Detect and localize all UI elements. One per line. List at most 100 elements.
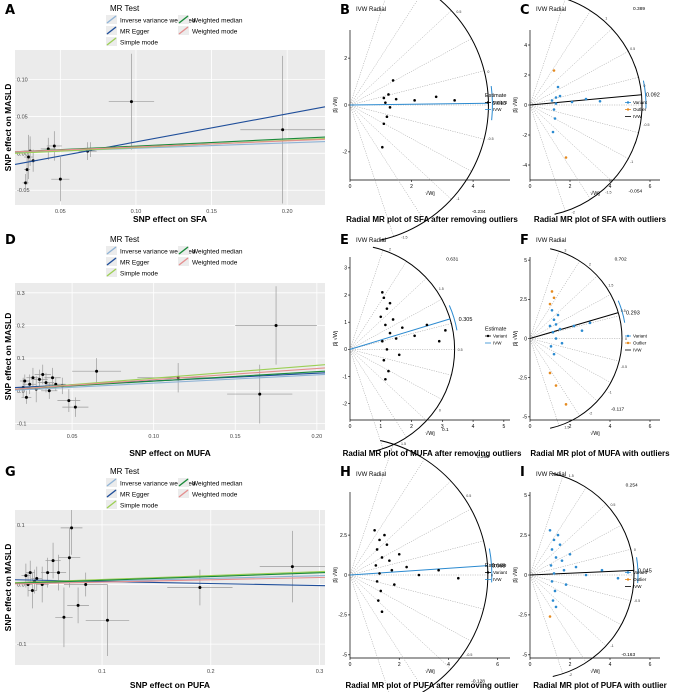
radial-legend-item: IVW <box>485 341 502 346</box>
x-tick-label: 2 <box>569 424 572 430</box>
radial-guide-ray <box>349 540 484 576</box>
x-tick-label: 6 <box>649 184 652 190</box>
point-marker <box>25 168 29 172</box>
data-point <box>63 572 108 597</box>
arc-scale-label: 0.5 <box>610 503 615 507</box>
x-tick-label: 2 <box>398 662 401 668</box>
ivw-estimate-label: 0.013 <box>492 101 506 107</box>
ivw-confidence-arc <box>448 305 458 331</box>
x-tick-label: 6 <box>496 662 499 668</box>
point-marker <box>57 571 61 575</box>
radial-guide-ray <box>349 574 484 610</box>
data-point <box>37 372 55 393</box>
radial-title: IVW Radial <box>536 7 566 13</box>
legend-label: MR Egger <box>120 260 150 267</box>
point-marker <box>105 618 109 622</box>
radial-guide-ray <box>529 338 620 362</box>
x-axis-label: SNP effect on PUFA <box>130 680 210 690</box>
arc-lower-label: -0.128 <box>471 679 485 685</box>
panel-label: I <box>520 465 525 480</box>
variant-point <box>401 326 404 329</box>
y-tick-label: 0 <box>524 103 527 109</box>
legend-label: Inverse variance weighted <box>120 249 196 256</box>
radial-legend-item: Variant <box>625 100 648 105</box>
radial-guide-ray <box>529 338 598 402</box>
variant-point <box>378 572 381 575</box>
x-tick-label: 0.15 <box>230 434 241 440</box>
x-tick-label: 0.20 <box>311 434 322 440</box>
arc-upper-label: 0.631 <box>446 256 458 262</box>
y-tick-label: 2.5 <box>520 297 527 303</box>
x-tick-label: 0.3 <box>316 669 324 675</box>
legend-swatch <box>106 489 117 498</box>
arc-scale-label: 2 <box>589 263 591 267</box>
radial-guide-ray <box>529 104 591 200</box>
variant-point <box>553 117 557 120</box>
legend-label: Inverse variance weighted <box>120 18 196 25</box>
variant-point <box>425 323 429 327</box>
variant-point <box>379 589 383 593</box>
radial-legend-item: Variant <box>485 334 508 339</box>
legend-item: Simple mode <box>106 37 158 47</box>
x-tick-label: 0 <box>349 424 352 430</box>
outlier-point <box>564 403 568 406</box>
radial-guide-ray <box>529 275 598 339</box>
point-marker <box>35 577 39 581</box>
ivw-confidence-arc <box>617 300 626 323</box>
variant-point <box>379 315 383 319</box>
legend-item: Weighted mode <box>178 257 238 267</box>
legend-label: Outlier <box>633 107 647 112</box>
point-marker <box>37 377 41 381</box>
point-marker <box>52 144 56 148</box>
x-tick-label: 0 <box>529 184 532 190</box>
y-tick-label: 2 <box>524 73 527 79</box>
arc-scale-label: 0 <box>491 574 493 578</box>
ivw-confidence-arc <box>488 548 493 583</box>
y-tick-label: 0.1 <box>17 523 25 529</box>
legend-item: Weighted median <box>178 246 243 256</box>
arc-scale-label: 1.5 <box>564 426 569 430</box>
radial-guide-ray <box>529 260 580 339</box>
x-tick-label: 0 <box>529 424 532 430</box>
arc-scale-label: 2 <box>389 248 391 252</box>
arc-scale-label: -1 <box>456 197 459 201</box>
x-tick-label: 0.10 <box>148 434 159 440</box>
x-tick-label: 0 <box>529 662 532 668</box>
variant-point <box>550 548 554 551</box>
panel-caption: Radial MR plot of MUFA after removing ou… <box>343 449 522 458</box>
radial-guide-ray <box>349 574 452 670</box>
arc-scale-label: 0 <box>487 70 489 74</box>
y-tick-label: -2 <box>343 150 348 156</box>
arc-scale-label: -1.5 <box>401 235 407 239</box>
point-marker <box>281 128 285 132</box>
legend-swatch <box>178 478 189 487</box>
x-tick-label: 0.2 <box>207 669 215 675</box>
variant-point <box>388 559 391 562</box>
variant-point <box>564 583 568 586</box>
radial-title: IVW Radial <box>356 238 386 244</box>
variant-point <box>562 568 566 572</box>
variant-point <box>550 308 554 312</box>
variant-point <box>548 529 552 532</box>
arc-scale-label: -2 <box>572 211 575 215</box>
data-point <box>62 397 89 417</box>
legend-swatch-dot <box>626 101 630 104</box>
radial-guide-ray <box>349 277 427 350</box>
variant-point <box>554 605 558 609</box>
variant-point <box>384 323 387 327</box>
legend-label: Variant <box>493 570 508 575</box>
arc-scale-label: 1.5 <box>608 283 613 287</box>
radial-legend-item: IVW <box>485 107 502 112</box>
variant-point <box>375 580 379 583</box>
radial-guide-ray <box>349 70 485 106</box>
variant-point <box>380 556 384 559</box>
variant-point <box>552 538 556 542</box>
outlier-point <box>550 290 554 293</box>
data-point <box>235 286 317 365</box>
point-marker <box>95 369 99 373</box>
variant-point <box>405 565 408 569</box>
variant-point <box>554 102 558 105</box>
arc-scale-label: 0 <box>634 548 636 552</box>
legend-label: Variant <box>493 334 508 339</box>
radial-guide-ray <box>349 0 386 106</box>
